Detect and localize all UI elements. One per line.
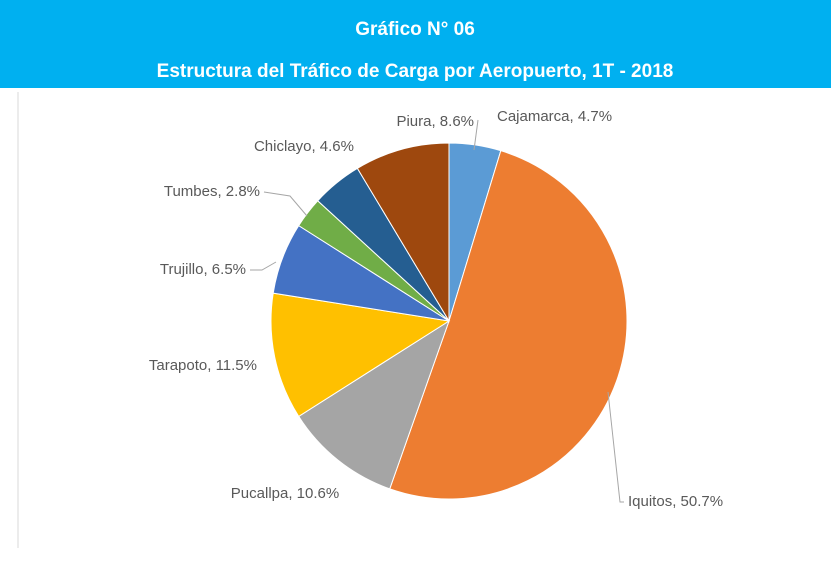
data-label: Chiclayo, 4.6% xyxy=(254,138,354,155)
data-label: Pucallpa, 10.6% xyxy=(231,485,339,502)
header-band xyxy=(0,0,831,88)
leader-line xyxy=(473,119,479,151)
data-label: Cajamarca, 4.7% xyxy=(497,108,612,125)
chart-title: Gráfico N° 06 xyxy=(355,19,475,40)
data-label: Trujillo, 6.5% xyxy=(160,261,246,278)
leader-line xyxy=(250,261,277,271)
leader-line xyxy=(607,391,624,503)
pie-slice xyxy=(356,142,450,323)
data-label: Iquitos, 50.7% xyxy=(628,493,723,510)
data-label: Piura, 8.6% xyxy=(396,113,474,130)
pie-slice xyxy=(389,150,628,500)
pie-slice xyxy=(270,292,451,418)
leader-line xyxy=(263,191,308,217)
pie-slice xyxy=(298,319,450,490)
chart-subtitle: Estructura del Tráfico de Carga por Aero… xyxy=(157,61,674,82)
data-label: Tumbes, 2.8% xyxy=(164,183,260,200)
data-label: Tarapoto, 11.5% xyxy=(149,357,257,374)
